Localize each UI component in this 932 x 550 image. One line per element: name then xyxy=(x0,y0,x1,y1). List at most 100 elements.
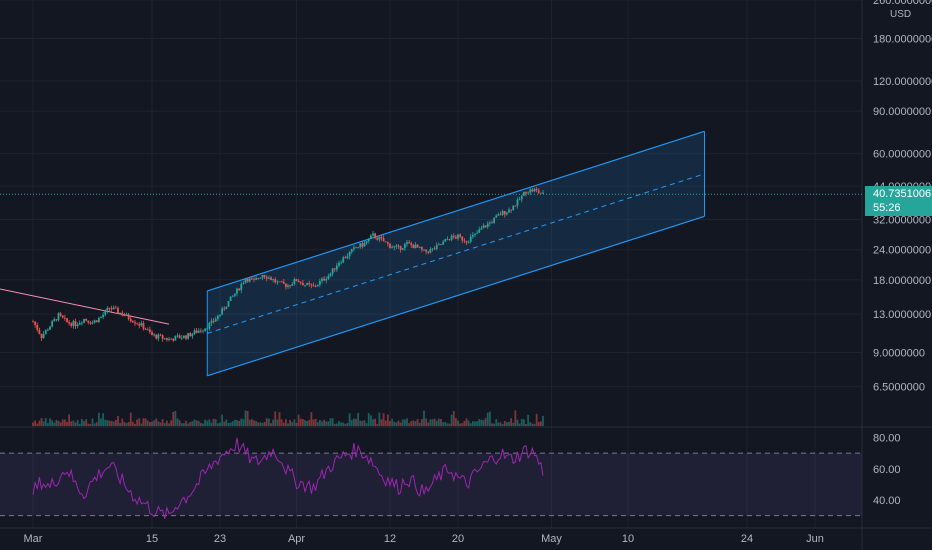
volume-bar xyxy=(529,422,532,426)
candle-body xyxy=(420,246,423,250)
candle-body xyxy=(459,234,462,237)
volume-bar xyxy=(287,423,289,426)
candle-body xyxy=(180,337,183,339)
volume-bar xyxy=(108,420,111,426)
candle-body xyxy=(136,323,139,325)
time-tick-label: 23 xyxy=(214,533,226,545)
candle-body xyxy=(276,281,279,283)
candle-body xyxy=(59,313,62,316)
volume-bar xyxy=(444,421,447,426)
candle-body xyxy=(427,251,430,253)
candle-body xyxy=(423,249,425,251)
volume-bar xyxy=(508,421,510,426)
volume-bar xyxy=(146,420,149,426)
volume-bar xyxy=(503,420,506,426)
candle-body xyxy=(216,315,219,320)
rsi-tick-label: 60.00 xyxy=(873,464,901,476)
volume-bar xyxy=(389,420,391,426)
candle-body xyxy=(323,278,326,281)
candle-body xyxy=(310,284,313,286)
candle-body xyxy=(100,317,102,318)
volume-bar xyxy=(293,419,296,426)
trend-line[interactable] xyxy=(0,288,170,325)
candle-body xyxy=(295,279,298,281)
candle-body xyxy=(380,237,383,239)
volume-bar xyxy=(501,423,504,426)
rsi-line xyxy=(32,437,544,519)
volume-bar xyxy=(510,418,513,426)
volume-bar xyxy=(412,420,415,426)
volume-bar xyxy=(214,419,217,426)
volume-bar xyxy=(272,419,275,426)
candle-body xyxy=(255,278,258,280)
volume-bar xyxy=(267,418,270,426)
price-tick-label: 90.0000000 xyxy=(873,106,931,118)
volume-bar xyxy=(403,419,406,426)
time-tick-label: 24 xyxy=(741,533,753,545)
volume-bar xyxy=(327,421,330,426)
price-tick-label: 18.0000000 xyxy=(873,275,931,287)
candle-body xyxy=(236,288,238,294)
candle-body xyxy=(231,295,234,297)
candle-body xyxy=(448,239,451,241)
candle-body xyxy=(469,236,472,242)
volume-bar xyxy=(36,423,39,426)
price-axis[interactable]: 260.0000000 180.0000000 120.0000000 90.0000… xyxy=(873,0,932,394)
volume-bar xyxy=(338,421,340,426)
candle-body xyxy=(142,323,145,329)
volume-bar xyxy=(148,421,151,426)
candle-body xyxy=(199,330,202,332)
candle-body xyxy=(32,321,34,323)
candle-body xyxy=(214,319,217,322)
volume-bar xyxy=(512,422,515,426)
volume-bar xyxy=(461,423,464,426)
candle-body xyxy=(91,322,94,324)
candle-body xyxy=(535,188,538,191)
volume-bar xyxy=(70,421,73,426)
candle-body xyxy=(539,192,542,194)
volume-bar xyxy=(408,423,411,426)
candle-body xyxy=(51,321,54,327)
last-price-value: 40.7351006 xyxy=(873,188,932,201)
candle-body xyxy=(78,322,81,325)
candle-body xyxy=(501,211,504,215)
volume-bar xyxy=(265,418,268,426)
volume-bar xyxy=(348,413,351,426)
candle-body xyxy=(257,278,260,280)
candle-body xyxy=(357,247,360,249)
regression-channel[interactable] xyxy=(206,130,705,377)
volume-bar xyxy=(250,419,253,426)
volume-bar xyxy=(136,419,139,426)
time-axis[interactable]: Mar 15 23 Apr 12 20 May 10 24 Jun xyxy=(24,533,824,545)
candle-body xyxy=(253,279,255,280)
candle-body xyxy=(505,212,508,215)
candle-body xyxy=(478,229,481,233)
candle-body xyxy=(395,245,398,247)
price-tick-label: 24.0000000 xyxy=(873,245,931,257)
candle-body xyxy=(382,238,385,242)
candle-body xyxy=(331,268,334,274)
volume-bar xyxy=(301,419,304,426)
candle-body xyxy=(189,333,192,337)
candle-body xyxy=(442,241,445,245)
volume-bar xyxy=(189,422,192,426)
volume-bar xyxy=(140,423,143,426)
candle-body xyxy=(406,242,408,244)
candle-body xyxy=(68,322,71,324)
volume-bar xyxy=(38,420,41,426)
volume-bar xyxy=(87,423,90,426)
candle-body xyxy=(378,237,381,240)
volume-bar xyxy=(242,419,245,426)
candle-body xyxy=(80,322,83,324)
volume-bar xyxy=(359,420,362,426)
volume-bar xyxy=(533,423,536,426)
candle-body xyxy=(74,321,77,327)
volume-bar xyxy=(367,413,370,426)
candle-body xyxy=(46,329,49,331)
candle-body xyxy=(480,228,483,230)
volume-bars xyxy=(32,410,544,426)
volume-bar xyxy=(210,422,213,426)
volume-bar xyxy=(542,415,544,426)
volume-bar xyxy=(191,421,194,426)
